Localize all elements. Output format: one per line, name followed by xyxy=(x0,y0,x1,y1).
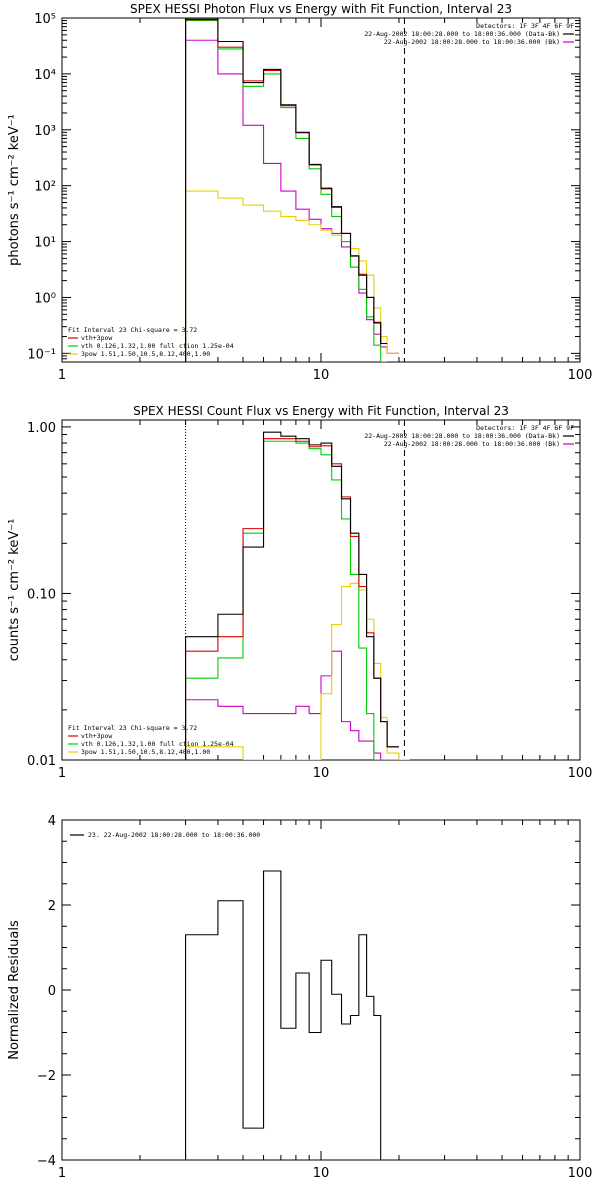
y-tick-label: 10² xyxy=(34,180,56,195)
y-tick-label: 1.00 xyxy=(27,421,56,436)
legend-entry: 22-Aug-2002 18:00:28.000 to 18:00:36.000… xyxy=(384,440,560,448)
series-line-3 xyxy=(185,582,410,760)
fit-entry: vth+3pow xyxy=(81,334,112,342)
y-tick-label: 10¹ xyxy=(34,236,56,251)
x-tick-label: 100 xyxy=(568,1166,593,1181)
data-layer xyxy=(185,18,405,362)
fit-entry: vth 0.126,1.32,1.00 full ction 1.25e-04 xyxy=(81,740,234,748)
x-tick-label: 1 xyxy=(58,1166,66,1181)
legend-entry: 22-Aug-2002 18:00:28.000 to 18:00:36.000… xyxy=(364,30,560,38)
panel-2: SPEX HESSI Count Flux vs Energy with Fit… xyxy=(7,404,592,781)
y-tick-label: −2 xyxy=(37,1069,56,1084)
x-tick-label: 100 xyxy=(568,766,593,781)
fit-header: Fit Interval 23 Chi-square = 3.72 xyxy=(68,326,197,334)
y-tick-label: 0.01 xyxy=(27,754,56,769)
y-tick-label: 0.10 xyxy=(27,587,56,602)
fit-entry: vth 0.126,1.32,1.00 full ction 1.25e-04 xyxy=(81,342,234,350)
fit-entry: vth+3pow xyxy=(81,732,112,740)
fit-header: Fit Interval 23 Chi-square = 3.72 xyxy=(68,724,197,732)
series-line-2 xyxy=(185,20,388,362)
y-tick-label: 2 xyxy=(48,899,56,914)
y-axis-label: Normalized Residuals xyxy=(7,920,22,1060)
y-tick-label: 10³ xyxy=(34,124,56,139)
x-tick-label: 100 xyxy=(568,368,593,383)
y-tick-label: 0 xyxy=(48,984,56,999)
series-line-0 xyxy=(185,870,382,1160)
x-tick-label: 10 xyxy=(313,1166,330,1181)
series-line-0 xyxy=(185,431,399,760)
y-tick-label: 10⁵ xyxy=(34,12,56,27)
data-layer xyxy=(185,420,410,760)
y-tick-label: 10⁴ xyxy=(34,68,56,83)
legend-entry: 23. 22-Aug-2002 18:00:28.000 to 18:00:36… xyxy=(88,831,260,839)
legend-header: Detectors: 1F 3F 4F 6F 9F xyxy=(476,22,574,30)
x-tick-label: 10 xyxy=(313,368,330,383)
x-tick-label: 1 xyxy=(58,368,66,383)
legend-entry: 22-Aug-2002 18:00:28.000 to 18:00:36.000… xyxy=(364,432,560,440)
fit-entry: 3pow 1.51,1.50,10.5,8.12,400,1.00 xyxy=(81,350,210,358)
y-axis-label: counts s⁻¹ cm⁻² keV⁻¹ xyxy=(7,519,22,662)
x-tick-label: 1 xyxy=(58,766,66,781)
y-tick-label: 4 xyxy=(48,814,56,829)
series-line-0 xyxy=(185,18,388,362)
legend-entry: 22-Aug-2002 18:00:28.000 to 18:00:36.000… xyxy=(384,38,560,46)
chart-title: SPEX HESSI Count Flux vs Energy with Fit… xyxy=(133,404,509,418)
y-axis-label: photons s⁻¹ cm⁻² keV⁻¹ xyxy=(7,114,22,266)
fit-entry: 3pow 1.51,1.50,10.5,8.12,400,1.00 xyxy=(81,748,210,756)
y-tick-label: 10⁰ xyxy=(34,291,56,306)
y-tick-label: −4 xyxy=(37,1154,56,1169)
data-layer xyxy=(185,870,382,1160)
panel-1: SPEX HESSI Photon Flux vs Energy with Fi… xyxy=(7,2,592,383)
y-tick-label: 10⁻¹ xyxy=(27,347,56,362)
chart-title: SPEX HESSI Photon Flux vs Energy with Fi… xyxy=(130,2,512,16)
x-tick-label: 10 xyxy=(313,766,330,781)
legend-header: Detectors: 1F 3F 4F 6F 9F xyxy=(476,424,574,432)
panel-3: Normalized Residuals 1 10 100 −4 −2 0 2 4 23. 22-… xyxy=(7,814,592,1181)
